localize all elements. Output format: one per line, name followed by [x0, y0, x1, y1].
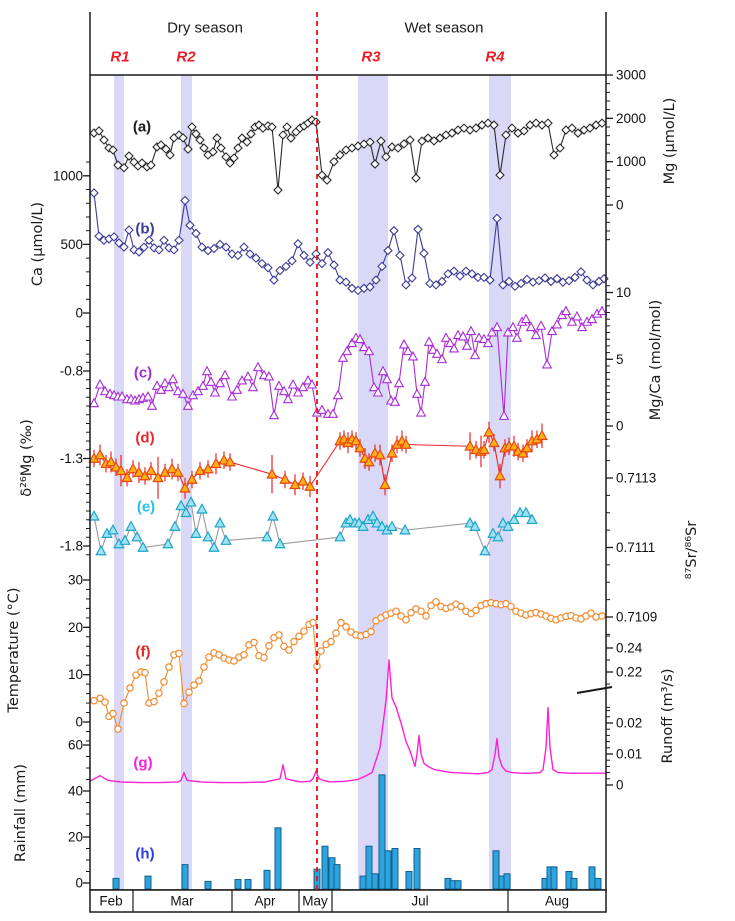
series-tag-b: (b) — [135, 220, 155, 238]
tick-label-runoff-0.24: 0.24 — [616, 641, 643, 656]
series-tag-d: (d) — [135, 429, 155, 447]
rain-bar — [550, 866, 558, 890]
tick-label-rain-40: 40 — [68, 784, 83, 799]
tick-label-d26--0.8: -0.8 — [60, 364, 83, 379]
rain-bar — [263, 869, 271, 890]
rain-bar — [244, 879, 252, 890]
plot-border — [89, 74, 607, 891]
series-e-srsr — [88, 496, 538, 556]
rain-bar — [365, 845, 373, 890]
tick-label-ca-0: 0 — [75, 306, 83, 321]
event-label-r3: R3 — [361, 48, 381, 66]
rain-bar — [405, 871, 413, 890]
month-label-jul: Jul — [411, 893, 429, 909]
tick-label-runoff-0.01: 0.01 — [616, 747, 642, 762]
rain-bar — [413, 848, 421, 890]
month-label-feb: Feb — [99, 893, 123, 909]
dry-season-label: Dry season — [167, 19, 243, 37]
rain-bar — [454, 880, 462, 890]
rain-bar — [204, 880, 212, 890]
axis-title-mgca: Mg/Ca (mol/mol) — [648, 299, 664, 421]
axis-title-d26mg: δ²⁶Mg (‰) — [19, 419, 35, 497]
event-label-r2: R2 — [176, 48, 196, 66]
shaded-band-r2 — [181, 75, 192, 890]
rain-bar — [594, 877, 602, 890]
axis-title-runoff: Runoff (m³/s) — [660, 668, 676, 764]
series-b-ca — [89, 188, 609, 296]
tick-label-mgca-10: 10 — [616, 285, 631, 300]
series-tag-a: (a) — [132, 118, 152, 136]
event-label-r1: R1 — [110, 48, 130, 66]
rain-bar — [234, 879, 242, 890]
tick-label-sr-0.7111: 0.7111 — [616, 540, 655, 555]
rain-bar — [321, 845, 329, 890]
month-label-apr: Apr — [254, 893, 276, 909]
rain-bar — [588, 866, 596, 890]
shaded-band-r1 — [114, 75, 124, 890]
rain-bar — [333, 864, 341, 890]
month-label-aug: Aug — [544, 893, 570, 909]
tick-label-runoff-0.22: 0.22 — [616, 665, 642, 680]
axis-title-ca: Ca (μmol/L) — [30, 201, 46, 287]
tick-label-rain-20: 20 — [68, 830, 83, 845]
tick-label-sr-0.7113: 0.7113 — [616, 471, 656, 486]
tick-label-temp-10: 10 — [68, 667, 83, 682]
tick-label-temp-30: 30 — [68, 573, 83, 588]
rain-bar — [503, 873, 511, 890]
series-tag-f: (f) — [135, 643, 151, 661]
series-tag-h: (h) — [135, 845, 155, 863]
series-a-mg — [89, 115, 607, 195]
tick-label-rain-0: 0 — [75, 876, 83, 891]
tick-label-runoff-0: 0 — [616, 778, 624, 793]
axis-title-sr: ⁸⁷Sr/⁸⁶Sr — [684, 520, 700, 580]
tick-label-mg-1000: 1000 — [616, 154, 646, 169]
rain-bar — [181, 864, 189, 890]
tick-label-mgca-0: 0 — [616, 419, 624, 434]
axis-title-rainfall: Rainfall (mm) — [13, 763, 29, 863]
series-g-runoff — [89, 659, 606, 784]
rain-bar — [359, 875, 367, 890]
rain-bar — [391, 848, 399, 890]
tick-label-ca-1000: 1000 — [53, 168, 83, 183]
tick-label-mg-0: 0 — [616, 198, 624, 213]
series-d-mg — [88, 421, 548, 499]
wet-season-label: Wet season — [404, 19, 484, 37]
rain-bar — [492, 850, 500, 890]
axis-ticks: 05001000-0.8-1.3-1.801020300204060010002… — [53, 68, 657, 891]
series-tag-c: (c) — [133, 364, 153, 382]
event-label-r4: R4 — [485, 48, 505, 66]
month-label-mar: Mar — [170, 893, 194, 909]
tick-label-sr-0.7109: 0.7109 — [616, 610, 657, 625]
rain-bar — [384, 850, 392, 890]
tick-label-temp-0: 0 — [75, 715, 83, 730]
tick-label-temp-20: 20 — [68, 620, 83, 635]
month-axis — [89, 889, 607, 913]
series-f-temperature — [90, 597, 606, 733]
tick-label-mg-2000: 2000 — [616, 111, 646, 126]
tick-label-d26--1.8: -1.8 — [60, 539, 83, 554]
tick-label-mgca-5: 5 — [616, 352, 624, 367]
series-h-rainfall — [112, 774, 602, 890]
axis-title-mg: Mg (μmol/L) — [662, 97, 678, 185]
axis-title-temperature: Temperature (°C) — [6, 587, 22, 713]
tick-label-d26--1.3: -1.3 — [60, 451, 83, 466]
rain-bar — [378, 774, 386, 890]
rain-bar — [144, 875, 152, 890]
tick-label-mg-3000: 3000 — [616, 68, 646, 83]
rain-bar — [570, 877, 578, 890]
tick-label-ca-500: 500 — [60, 237, 83, 252]
rain-bar — [112, 877, 120, 890]
tick-label-rain-60: 60 — [68, 738, 83, 753]
rain-bar — [371, 873, 379, 890]
series-c-mgca — [88, 305, 608, 420]
month-label-may: May — [302, 893, 328, 909]
rain-bar — [274, 827, 282, 890]
series-tag-e: (e) — [136, 498, 156, 516]
series-tag-g: (g) — [133, 754, 153, 772]
runoff-axis-break — [576, 686, 613, 694]
tick-label-runoff-0.02: 0.02 — [616, 716, 642, 731]
